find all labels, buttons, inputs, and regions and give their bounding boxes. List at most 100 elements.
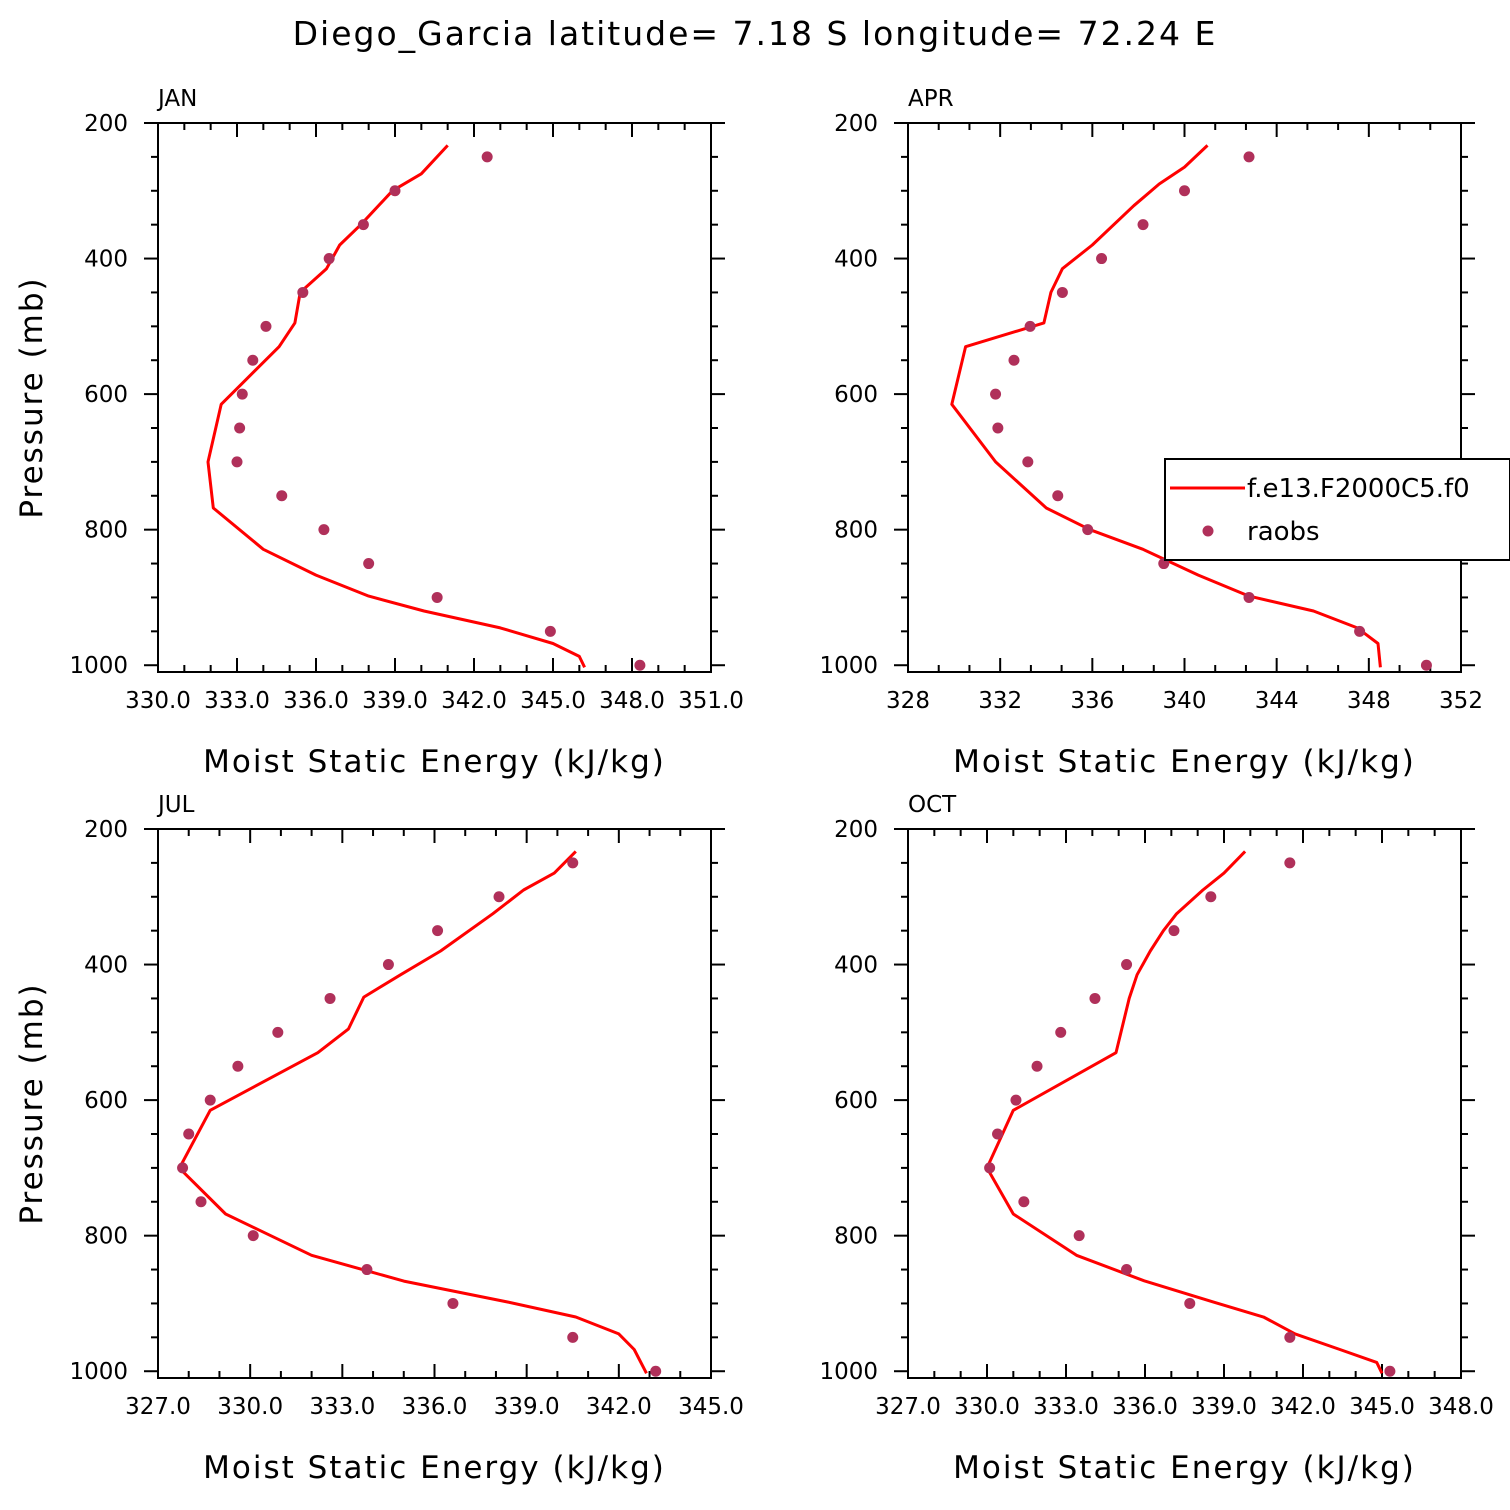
y-tick-label: 400 [834,953,878,979]
x-tick-label: 328 [886,688,930,714]
raobs-point [247,354,259,366]
panel-oct: OCT 327.0 330.0 333.0 336.0 339.0 342.0 345.0 34… [819,792,1493,1486]
raobs-point [1052,490,1064,502]
raobs-point [1073,1230,1085,1242]
panel-label: APR [908,86,954,112]
raobs-point [1420,659,1432,671]
x-tick-label: 342.0 [1270,1394,1336,1420]
raobs-point [992,422,1004,434]
raobs-point [260,320,272,332]
raobs-point [1055,1026,1067,1038]
raobs-point [1121,959,1133,971]
raobs-point [204,1094,216,1106]
raobs-point [234,422,246,434]
x-tick-label: 340 [1163,688,1207,714]
panels: JAN 330.0 333.0 336.0 339.0 342.0 345.0 348.0 35… [14,86,1510,1486]
panel-label: OCT [908,792,957,818]
y-tick-label: 1000 [69,1359,128,1385]
raobs-point [323,253,335,265]
x-axis-title: Moist Static Energy (kJ/kg) [953,1450,1416,1486]
x-axis-title: Moist Static Energy (kJ/kg) [203,1450,666,1486]
raobs-point [1018,1196,1030,1208]
panel-label: JUL [156,792,195,818]
x-tick-label: 333.0 [1033,1394,1099,1420]
x-tick-label: 351.0 [678,688,744,714]
raobs-point [177,1162,189,1174]
x-tick-label: 345.0 [520,688,586,714]
y-tick-label: 600 [834,1088,878,1114]
y-tick-label: 600 [84,1088,128,1114]
x-tick-label: 348.0 [1428,1394,1494,1420]
x-tick-label: 330.0 [954,1394,1020,1420]
plot-frame [157,828,712,1379]
raobs-point [357,219,369,231]
plot-frame [907,828,1462,1379]
raobs-point [231,456,243,468]
raobs-point [236,388,248,400]
raobs-point [634,659,646,671]
x-tick-label: 332 [978,688,1022,714]
raobs-point [1008,354,1020,366]
raobs-point [1243,151,1255,163]
y-tick-label: 400 [834,247,878,273]
x-tick-label: 339.0 [494,1394,560,1420]
y-tick-label: 1000 [819,653,878,679]
legend-label-obs: raobs [1247,517,1320,547]
x-tick-label: 344 [1255,688,1299,714]
raobs-point [1010,1094,1022,1106]
raobs-point [1184,1297,1196,1309]
raobs-point [318,524,330,536]
raobs-point [650,1365,662,1377]
raobs-point [567,1331,579,1343]
y-tick-label: 800 [834,1224,878,1250]
raobs-point [1168,925,1180,937]
raobs-point [1056,286,1068,298]
figure-title: Diego_Garcia latitude= 7.18 S longitude=… [293,14,1218,53]
raobs-point [544,625,556,637]
raobs-point [1022,456,1034,468]
raobs-point [183,1128,195,1140]
x-axis-title: Moist Static Energy (kJ/kg) [953,744,1416,780]
model-line [206,144,586,668]
y-tick-label: 800 [834,518,878,544]
legend-box [1164,458,1510,561]
x-tick-label: 339.0 [362,688,428,714]
raobs-point [984,1162,996,1174]
x-axis-title: Moist Static Energy (kJ/kg) [203,744,666,780]
y-axis-title: Pressure (mb) [14,276,50,518]
y-tick-label: 800 [84,1224,128,1250]
x-tick-label: 327.0 [875,1394,941,1420]
raobs-point [389,185,401,197]
y-tick-label: 400 [84,247,128,273]
raobs-point [1031,1060,1043,1072]
x-tick-label: 336.0 [283,688,349,714]
x-tick-label: 336.0 [402,1394,468,1420]
x-tick-label: 345.0 [1349,1394,1415,1420]
model-line [985,850,1384,1374]
x-tick-label: 342.0 [441,688,507,714]
x-tick-label: 333.0 [204,688,270,714]
x-tick-label: 348.0 [599,688,665,714]
raobs-point [247,1230,259,1242]
panel-jan: JAN 330.0 333.0 336.0 339.0 342.0 345.0 348.0 35… [14,86,744,780]
y-tick-label: 200 [834,817,878,843]
raobs-point [276,490,288,502]
legend-label-model: f.e13.F2000C5.f0 [1247,474,1470,504]
y-tick-label: 1000 [819,1359,878,1385]
y-tick-label: 600 [84,382,128,408]
x-tick-label: 339.0 [1191,1394,1257,1420]
panel-apr: APR 328 332 336 340 344 348 352 200 400 600 800 1000… [819,86,1510,780]
raobs-point [1354,625,1366,637]
x-tick-label: 330.0 [125,688,191,714]
raobs-point [990,388,1002,400]
raobs-point [1089,992,1101,1004]
y-tick-label: 600 [834,382,878,408]
raobs-point [1137,219,1149,231]
panel-label: JAN [156,86,197,112]
raobs-point [992,1128,1004,1140]
panel-jul: JUL 327.0 330.0 333.0 336.0 339.0 342.0 345.0 20… [14,792,744,1486]
x-tick-label: 348 [1347,688,1391,714]
raobs-point [272,1026,284,1038]
x-tick-label: 336.0 [1112,1394,1178,1420]
